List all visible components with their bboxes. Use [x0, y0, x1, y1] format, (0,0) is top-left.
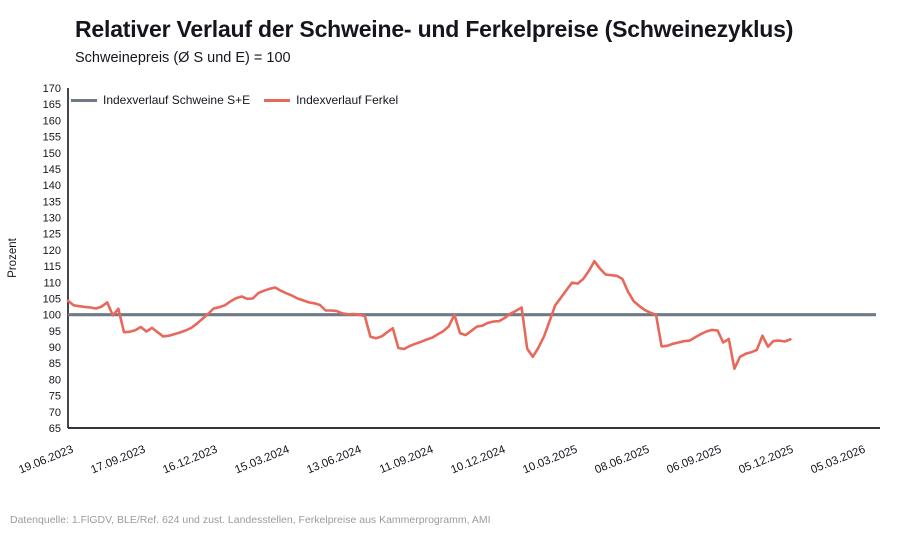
y-axis-tick-label: 65	[49, 423, 61, 435]
legend-item-ferkel: Indexverlauf Ferkel	[264, 93, 398, 107]
y-axis-tick-label: 105	[43, 293, 61, 305]
y-axis-tick-label: 150	[43, 148, 61, 160]
schweine-line-swatch-icon	[71, 98, 97, 102]
y-axis-tick-label: 130	[43, 213, 61, 225]
y-axis-tick-label: 140	[43, 180, 61, 192]
y-axis-tick-label: 75	[49, 391, 61, 403]
y-axis-tick-label: 115	[43, 261, 61, 273]
y-axis-tick-label: 110	[43, 277, 61, 289]
y-axis-tick-label: 90	[49, 342, 61, 354]
y-axis-tick-label: 160	[43, 115, 61, 127]
legend: Indexverlauf Schweine S+E Indexverlauf F…	[71, 93, 398, 107]
x-axis-tick-label: 05.03.2026	[809, 444, 867, 477]
y-axis-title: Prozent	[7, 237, 19, 277]
y-axis-tick-label: 155	[43, 132, 61, 144]
page-subtitle: Schweinepreis (Ø S und E) = 100	[75, 50, 291, 66]
y-axis-tick-label: 70	[49, 407, 61, 419]
chart-svg: 170 165 160 155 150 145 140 135 130 125 120 115 110 1…	[7, 83, 880, 477]
x-axis-tick-label: 19.06.2023	[17, 444, 75, 477]
y-axis-tick-label: 120	[43, 245, 61, 257]
legend-item-schweine: Indexverlauf Schweine S+E	[71, 93, 250, 107]
x-axis-tick-label: 11.09.2024	[378, 443, 436, 476]
x-axis-tick-label: 16.12.2023	[161, 444, 219, 477]
data-source-note: Datenquelle: 1.FlGDV, BLE/Ref. 624 und z…	[10, 514, 491, 526]
y-axis-tick-label: 100	[43, 310, 61, 322]
x-axis-tick-label: 05.12.2025	[737, 444, 795, 477]
legend-label-ferkel: Indexverlauf Ferkel	[296, 93, 399, 107]
x-axis-tick-label: 10.12.2024	[449, 443, 507, 476]
x-axis-tick-label: 13.06.2024	[305, 443, 363, 476]
ferkel-index-line	[66, 259, 792, 370]
y-axis-tick-label: 125	[43, 229, 61, 241]
x-axis-tick-label: 17.09.2023	[89, 444, 147, 477]
ferkel-line-swatch-icon	[264, 98, 291, 102]
y-axis-tick-label: 95	[49, 326, 61, 338]
y-axis-tick-label: 80	[49, 374, 61, 386]
y-axis-tick-label: 165	[43, 99, 61, 111]
x-axis-tick-label: 08.06.2025	[593, 444, 651, 477]
y-axis-tick-label: 85	[49, 358, 61, 370]
x-axis-tick-label: 10.03.2025	[521, 444, 579, 477]
y-axis-tick-label: 145	[43, 164, 61, 176]
legend-label-schweine: Indexverlauf Schweine S+E	[103, 93, 251, 107]
page-title: Relativer Verlauf der Schweine- und Ferk…	[75, 16, 794, 42]
x-axis-tick-label: 15.03.2024	[233, 443, 291, 476]
y-axis-tick-label: 170	[43, 83, 61, 95]
y-axis-tick-label: 135	[43, 196, 61, 208]
x-axis-tick-label: 06.09.2025	[665, 444, 723, 477]
